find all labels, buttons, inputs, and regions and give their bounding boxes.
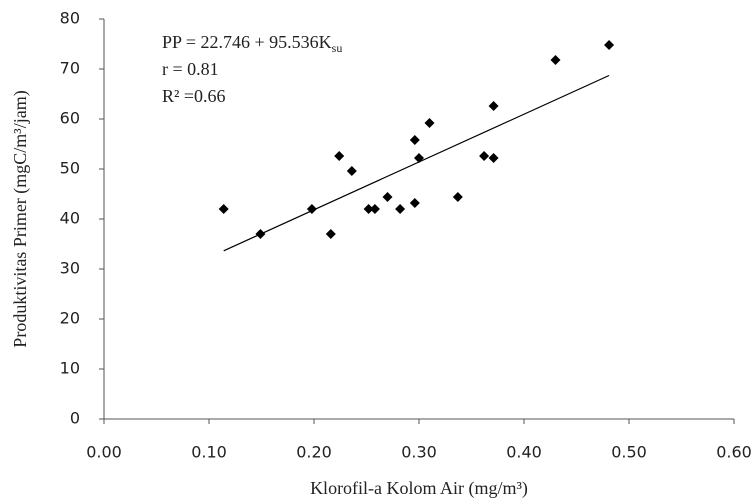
point [550,55,561,65]
annotation-text: PP = 22.746 + 95.536K [162,32,332,52]
trendline [223,74,610,252]
y-tick-label: 50 [60,159,80,178]
point [306,204,317,214]
y-tick-label: 30 [60,259,80,278]
point [488,153,499,163]
point [409,135,420,145]
y-axis-title: Produktivitas Primer (mgC/m³/jam) [10,90,31,347]
point [452,192,463,202]
point [414,153,424,163]
x-tick-label: 0.20 [296,443,332,462]
x-tick-label: 0.60 [716,443,752,462]
x-tick-label: 0.00 [86,443,122,462]
x-axis-title: Klorofil-a Kolom Air (mg/m³) [310,478,528,499]
point [363,204,374,214]
point [369,204,380,214]
point [409,198,420,208]
y-tick-label: 60 [60,109,80,128]
point [218,204,229,214]
y-tick-label: 0 [70,409,80,428]
annotation: PP = 22.746 + 95.536Ksu [162,32,342,55]
x-tick-label: 0.30 [401,443,437,462]
y-tick-label: 70 [60,59,80,78]
point [334,151,345,161]
point [255,229,266,239]
point [395,204,406,214]
annotation: r = 0.81 [162,59,219,79]
point [479,151,490,161]
point [346,166,357,176]
x-tick-label: 0.50 [611,443,647,462]
point [604,40,615,50]
y-tick-label: 80 [60,9,80,28]
point [382,192,393,202]
x-tick-label: 0.10 [191,443,227,462]
point [488,101,499,111]
annotation: R² =0.66 [162,86,226,106]
y-tick-label: 20 [60,309,80,328]
point [424,118,435,128]
x-tick-label: 0.40 [506,443,542,462]
point [325,229,336,239]
y-tick-label: 10 [60,359,80,378]
annotation-subscript: su [332,41,343,55]
y-tick-label: 40 [60,209,80,228]
